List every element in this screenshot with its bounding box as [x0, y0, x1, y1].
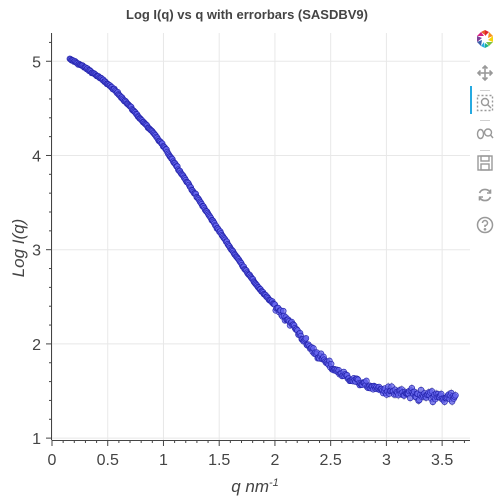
x-tick-label: 3.5 [431, 452, 453, 469]
x-axis-label-superscript: -1 [269, 477, 279, 489]
active-tool-indicator [470, 86, 472, 114]
toolbar-separator [480, 120, 490, 121]
x-tick-label: 0 [48, 452, 57, 469]
data-point [302, 335, 310, 342]
data-points [66, 55, 459, 406]
x-tick-label: 1.5 [208, 452, 230, 469]
y-axis-label: Log I(q) [9, 219, 28, 278]
x-tick-label: 1 [159, 452, 168, 469]
box-zoom-icon[interactable] [474, 92, 496, 114]
x-ticks: 0 0.5 1 1.5 2 2.5 3 3.5 [48, 440, 465, 469]
reset-icon[interactable] [474, 184, 496, 206]
x-tick-label: 2.5 [320, 452, 342, 469]
grid [51, 33, 470, 440]
axes [51, 33, 470, 441]
y-tick-label: 3 [32, 243, 41, 260]
save-icon[interactable] [474, 152, 496, 174]
data-point [363, 377, 370, 385]
chart-title: Log I(q) vs q with errorbars (SASDBV9) [126, 7, 368, 22]
x-tick-label: 2 [270, 452, 279, 469]
errorbars [69, 57, 457, 407]
pan-icon[interactable] [474, 62, 496, 84]
y-tick-label: 2 [32, 337, 41, 354]
x-tick-label: 0.5 [97, 452, 119, 469]
y-tick-label: 5 [32, 54, 41, 71]
help-icon[interactable] [474, 214, 496, 236]
chart-toolbar [470, 28, 500, 268]
y-tick-label: 4 [32, 148, 41, 165]
y-tick-label: 1 [32, 431, 41, 448]
wheel-zoom-icon[interactable] [474, 122, 496, 144]
data-point [327, 360, 335, 368]
y-ticks: 1 2 3 4 5 [32, 41, 52, 448]
x-axis-label: q nm-1 [231, 477, 279, 496]
data-point [452, 392, 459, 399]
toolbar-separator [480, 90, 490, 91]
bokeh-logo-icon[interactable] [474, 28, 496, 50]
x-tick-label: 3 [382, 452, 391, 469]
toolbar-separator [480, 150, 490, 151]
